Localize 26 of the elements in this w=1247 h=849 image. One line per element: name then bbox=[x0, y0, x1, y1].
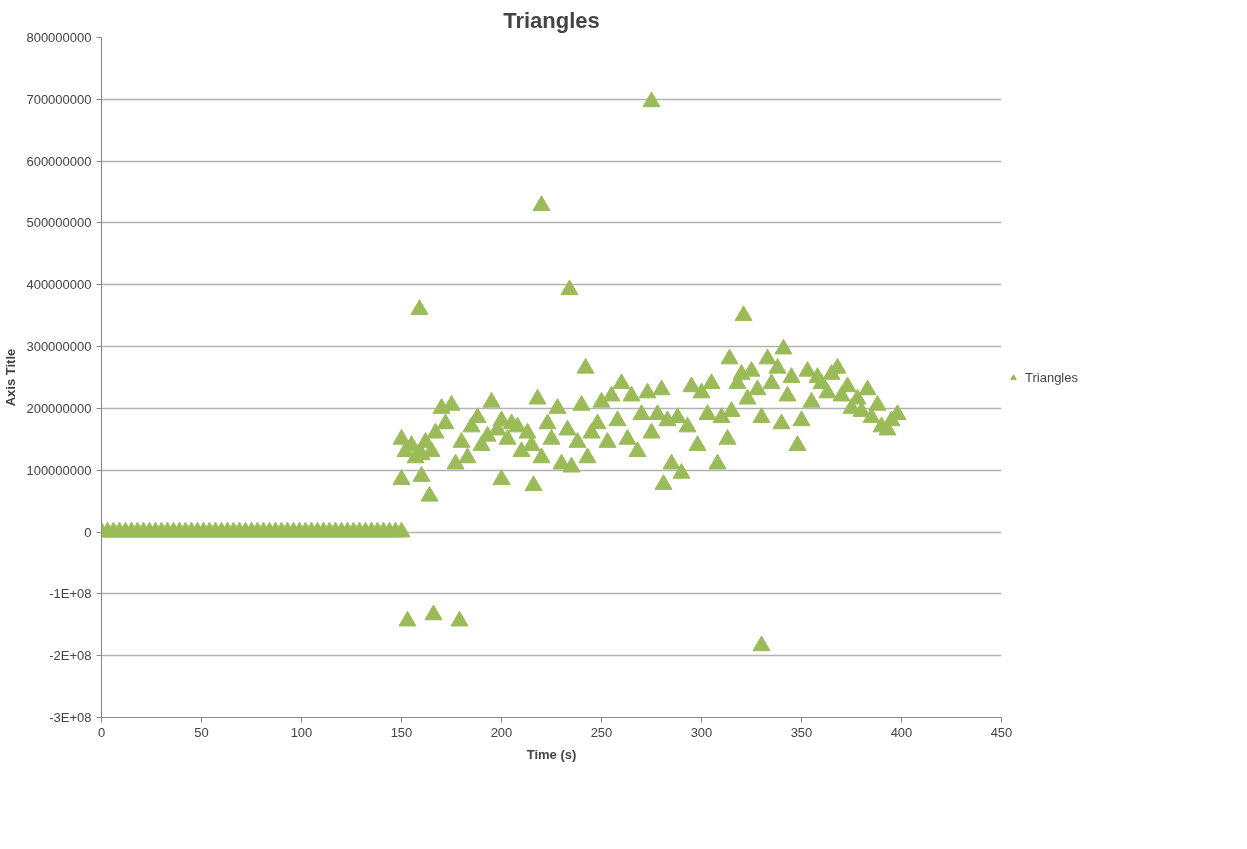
y-tick-label: 500000000 bbox=[26, 215, 92, 231]
x-tick-label: 400 bbox=[890, 724, 913, 740]
y-tick-label: 0 bbox=[84, 524, 92, 540]
y-tick-label: 600000000 bbox=[26, 153, 92, 169]
y-tick-label: 100000000 bbox=[26, 462, 92, 478]
y-tick-label: -3E+08 bbox=[49, 710, 92, 725]
x-tick-label: 250 bbox=[590, 724, 613, 740]
x-tick-label: 200 bbox=[490, 724, 513, 740]
x-tick-label: 350 bbox=[790, 724, 813, 740]
x-tick-label: 300 bbox=[690, 724, 713, 740]
x-tick-label: 100 bbox=[290, 724, 313, 740]
legend-label: Triangles bbox=[1025, 369, 1079, 385]
x-axis-title: Time (s) bbox=[526, 746, 577, 762]
x-tick-label: 0 bbox=[97, 724, 106, 740]
chart-title: Triangles bbox=[503, 7, 600, 33]
x-tick-label: 50 bbox=[194, 724, 209, 740]
y-tick-label: 300000000 bbox=[26, 339, 92, 355]
y-tick-label: 400000000 bbox=[26, 277, 92, 293]
y-axis-title: Axis Title bbox=[3, 348, 19, 407]
x-tick-label: 150 bbox=[390, 724, 413, 740]
y-tick-label: -2E+08 bbox=[49, 648, 92, 664]
x-tick-label: 450 bbox=[990, 724, 1013, 740]
y-tick-label: 700000000 bbox=[26, 91, 92, 107]
y-tick-label: -1E+08 bbox=[49, 586, 92, 602]
y-tick-label: 200000000 bbox=[26, 400, 92, 416]
y-tick-label: 800000000 bbox=[26, 30, 92, 45]
